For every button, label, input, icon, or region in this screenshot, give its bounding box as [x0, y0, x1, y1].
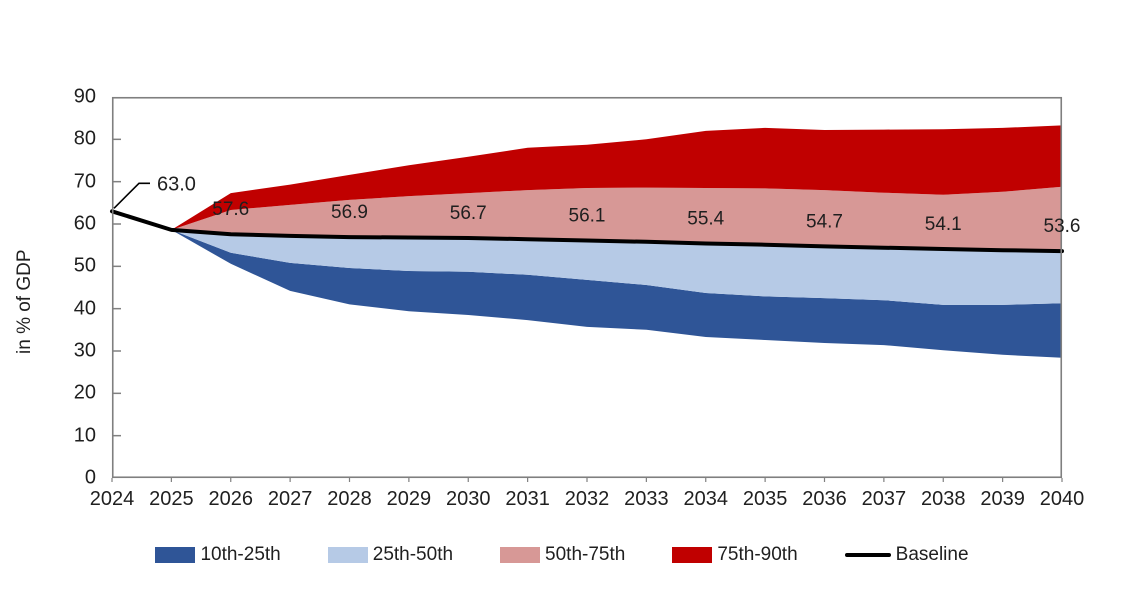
legend-item-75th-90th: 75th-90th: [672, 544, 798, 566]
legend-item-10th-25th: 10th-25th: [155, 544, 281, 566]
legend-label: 25th-50th: [372, 544, 454, 565]
plot-border: [111, 96, 1063, 479]
x-tick-label: 2035: [742, 488, 788, 510]
x-tick-label: 2028: [327, 488, 372, 510]
x-tick-label: 2034: [683, 488, 729, 510]
baseline-data-label: 54.7: [806, 211, 843, 232]
baseline-data-label: 55.4: [687, 208, 724, 229]
legend-item-baseline: Baseline: [844, 544, 969, 566]
baseline-data-label: 54.1: [925, 214, 962, 235]
legend-color-swatch: [155, 547, 196, 563]
y-tick-label: 50: [73, 254, 96, 277]
baseline-data-label: 56.7: [450, 203, 487, 224]
x-tick-label: 2029: [386, 488, 432, 510]
y-tick-label: 60: [73, 212, 96, 235]
band-10th-25th: [171, 229, 1062, 358]
y-tick-label: 40: [73, 297, 96, 320]
baseline-data-label: 56.9: [331, 202, 368, 223]
y-tick-label: 90: [73, 85, 96, 108]
y-tick-label: 0: [84, 466, 96, 489]
band-75th-90th: [171, 125, 1062, 230]
legend-color-swatch: [500, 547, 541, 563]
legend-color-swatch: [672, 547, 713, 563]
baseline-data-label: 57.6: [212, 199, 249, 220]
legend-label: 75th-90th: [717, 544, 798, 565]
legend-line-swatch: [844, 553, 891, 557]
legend-item-50th-75th: 50th-75th: [500, 544, 625, 566]
x-tick-label: 2031: [505, 488, 550, 510]
baseline-data-label: 56.1: [569, 206, 606, 227]
y-tick-label: 20: [73, 381, 96, 404]
x-tick-label: 2024: [89, 488, 135, 510]
x-tick-label: 2036: [802, 488, 847, 510]
y-tick-label: 80: [73, 127, 96, 150]
callout-label: 63.0: [157, 173, 196, 195]
legend-item-25th-50th: 25th-50th: [327, 544, 454, 566]
x-tick-label: 2038: [921, 488, 966, 510]
x-tick-label: 2025: [149, 488, 194, 510]
x-tick-label: 2026: [208, 488, 254, 510]
legend-label: 50th-75th: [545, 544, 626, 565]
x-tick-label: 2030: [446, 488, 491, 510]
x-tick-label: 2040: [1039, 488, 1085, 510]
legend-label: 10th-25th: [200, 544, 281, 565]
x-tick-label: 2033: [624, 488, 669, 510]
legend-color-swatch: [327, 547, 368, 563]
x-tick-label: 2037: [861, 488, 907, 510]
callout-leader-line: [113, 182, 150, 209]
baseline-line: [110, 209, 1064, 254]
x-tick-label: 2032: [564, 488, 610, 510]
y-tick-label: 70: [73, 170, 96, 193]
chart-legend: 10th-25th 25th-50th 50th-75th 75th-90th Base…: [0, 544, 1124, 566]
baseline-data-label: 53.6: [1044, 216, 1081, 237]
plot-area: 57.6 56.9 56.7 56.1 55.4 54.7 54.1 53.6 63.0: [110, 96, 1080, 482]
fan-chart-svg: 57.6 56.9 56.7 56.1 55.4 54.7 54.1 53.6 63.0: [110, 96, 1080, 482]
y-tick-label: 10: [73, 424, 96, 447]
legend-label: Baseline: [895, 544, 969, 565]
x-tick-label: 2027: [267, 488, 313, 510]
band-50th-75th: [171, 186, 1062, 252]
y-tick-label: 30: [73, 339, 96, 362]
x-tick-label: 2039: [980, 488, 1025, 510]
